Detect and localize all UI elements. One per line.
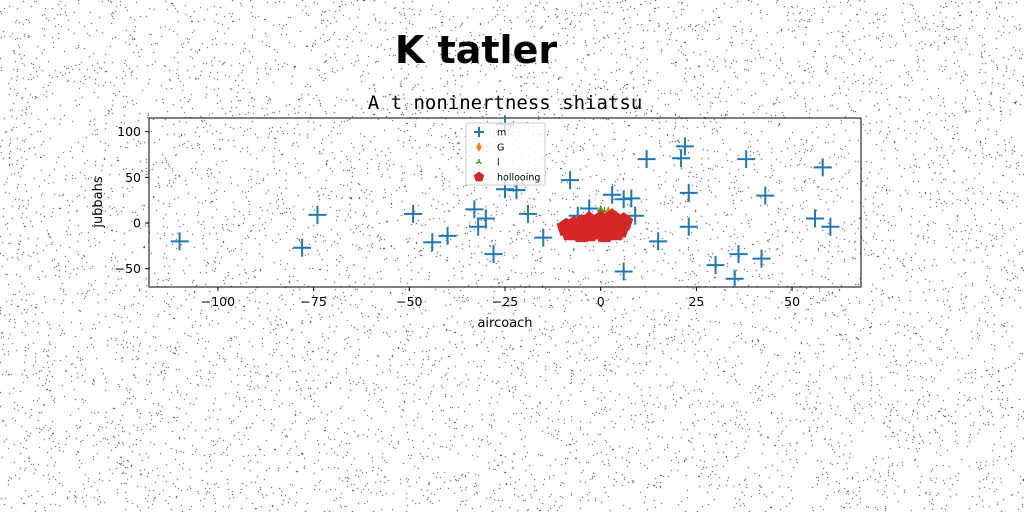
plot-area: [148, 115, 862, 288]
legend-marker: [476, 159, 482, 165]
y-tick-label: 0: [133, 216, 141, 231]
data-point-0-35: [806, 209, 825, 228]
legend-marker: [473, 171, 485, 182]
x-tick-label: 25: [688, 294, 704, 309]
legend-entry: m: [474, 127, 506, 139]
data-point-0-1: [293, 238, 312, 257]
legend-label: hollooing: [497, 173, 540, 184]
y-tick-label: 50: [125, 170, 141, 185]
data-point-0-31: [729, 245, 748, 264]
data-point-0-2: [308, 205, 327, 224]
data-point-0-28: [679, 183, 698, 202]
legend-entry: G: [476, 142, 504, 154]
data-point-0-14: [534, 228, 553, 247]
legend-label: G: [497, 143, 504, 154]
series-hollooing: [556, 208, 634, 243]
legend-marker: [476, 142, 482, 152]
data-point-0-26: [675, 137, 694, 156]
x-axis-label: aircoach: [477, 316, 532, 331]
data-point-0-30: [725, 269, 744, 288]
x-tick-label: −50: [396, 294, 422, 309]
x-tick-label: 50: [784, 294, 800, 309]
data-point-0-13: [518, 204, 537, 223]
data-point-0-36: [813, 158, 832, 177]
x-tick-label: −75: [300, 294, 326, 309]
x-tick-label: −100: [201, 294, 235, 309]
chart-title: K tatler: [395, 28, 557, 72]
data-point-0-5: [438, 226, 457, 245]
x-axis-ticks: −100 −75 −50 −25 0 25 50: [201, 287, 800, 309]
x-tick-label: 0: [597, 294, 605, 309]
data-point-0-34: [756, 186, 775, 205]
data-point-3-24: [614, 212, 634, 231]
data-point-0-24: [649, 232, 668, 251]
legend-marker: [474, 127, 484, 137]
data-point-0-33: [752, 249, 771, 268]
chart-legend: mGl hollooing: [465, 122, 546, 186]
data-point-0-6: [465, 200, 484, 219]
data-point-0-23: [637, 150, 656, 169]
data-point-0-7: [469, 217, 488, 236]
data-point-0-0: [170, 232, 189, 251]
data-point-0-22: [626, 206, 645, 225]
data-point-0-9: [484, 245, 503, 264]
data-point-0-32: [737, 150, 756, 169]
data-point-0-3: [404, 204, 423, 223]
data-point-0-21: [622, 189, 641, 208]
data-point-0-4: [423, 233, 442, 252]
chart-subtitle: A t noninertness shiatsu: [368, 92, 643, 114]
data-point-0-8: [476, 209, 495, 228]
legend-label: l: [497, 158, 500, 169]
y-tick-label: −50: [115, 261, 141, 276]
data-point-0-25: [672, 149, 691, 168]
y-tick-label: 100: [117, 124, 141, 139]
data-point-0-29: [706, 256, 725, 275]
legend-frame: [465, 122, 546, 186]
data-point-0-19: [614, 262, 633, 281]
legend-label: m: [497, 128, 506, 139]
y-axis-ticks: −50 0 50 100: [115, 124, 149, 276]
legend-entry: hollooing: [473, 171, 540, 184]
data-point-0-37: [821, 217, 840, 236]
data-point-0-15: [561, 171, 580, 190]
data-point-0-18: [603, 185, 622, 204]
y-axis-label: jubbahs: [91, 176, 106, 229]
series-m: [170, 115, 840, 288]
data-point-0-27: [679, 217, 698, 236]
legend-entry: l: [476, 158, 500, 169]
x-tick-label: −25: [492, 294, 518, 309]
